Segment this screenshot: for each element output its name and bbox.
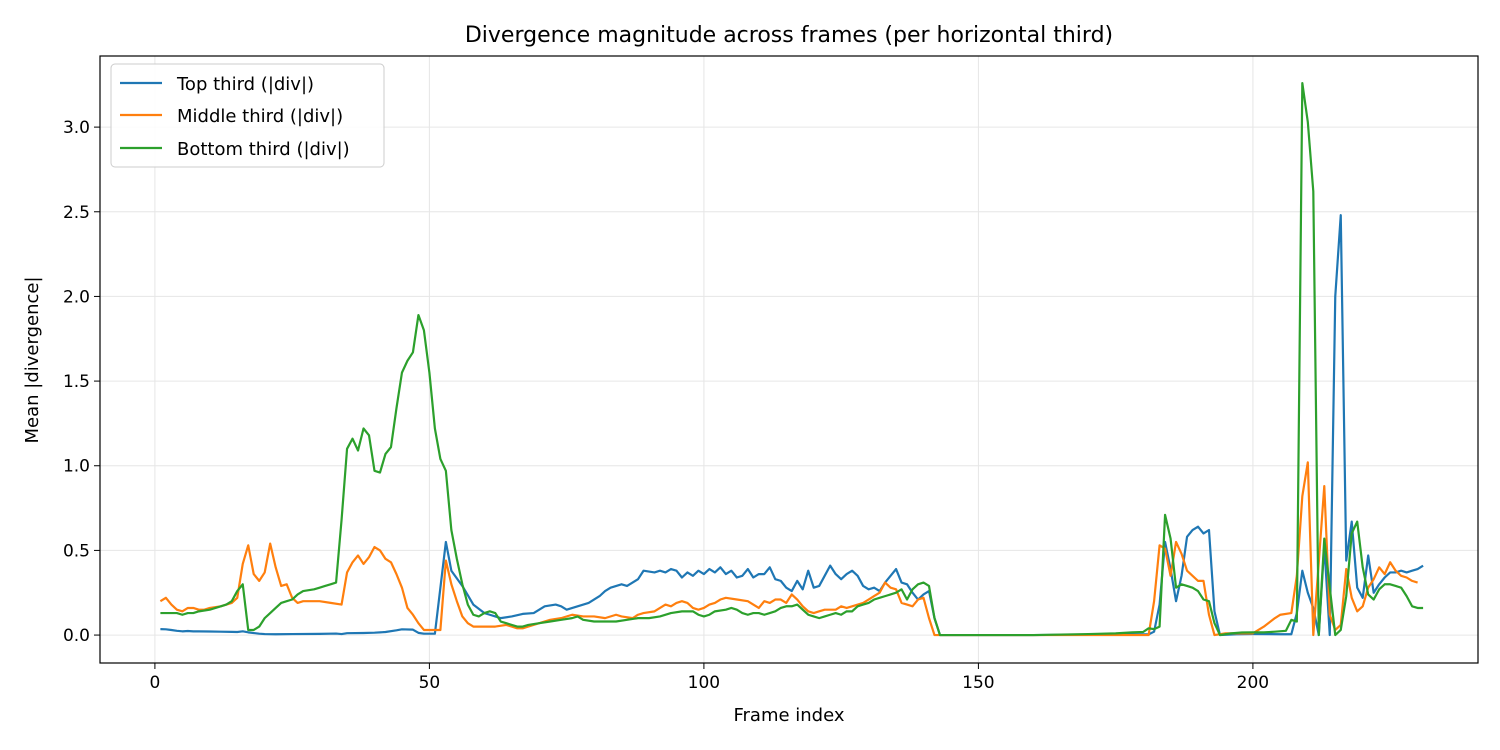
legend-label-top: Top third (|div|): [176, 74, 314, 95]
x-tick-label: 100: [688, 673, 720, 693]
series-lines: [159, 81, 1424, 637]
y-tick-label: 3.0: [63, 118, 90, 138]
y-tick-label: 1.5: [63, 372, 90, 392]
y-axis-label: Mean |divergence|: [22, 276, 43, 443]
y-tick-label: 2.0: [63, 287, 90, 307]
y-axis-ticks: 0.0 0.5 1.0 1.5 2.0 2.5 3.0: [63, 118, 100, 646]
series-line-top-third: [160, 214, 1424, 637]
series-line-bottom-third: [160, 81, 1424, 637]
grid-lines: [100, 56, 1478, 663]
chart-title: Divergence magnitude across frames (per …: [465, 23, 1113, 48]
plot-area-frame: [99, 55, 1479, 664]
x-tick-label: 50: [419, 673, 441, 693]
x-tick-label: 150: [962, 673, 994, 693]
y-tick-label: 0.0: [63, 626, 90, 646]
x-axis-label: Frame index: [733, 705, 844, 726]
legend: Top third (|div|) Middle third (|div|) B…: [110, 63, 385, 168]
x-tick-label: 0: [149, 673, 160, 693]
x-tick-label: 200: [1237, 673, 1269, 693]
x-axis-ticks: 0 50 100 150 200: [149, 663, 1269, 693]
legend-box: [110, 63, 385, 168]
y-tick-label: 2.5: [63, 203, 90, 223]
legend-label-bottom: Bottom third (|div|): [177, 139, 350, 160]
legend-label-middle: Middle third (|div|): [177, 106, 343, 127]
y-tick-label: 0.5: [63, 541, 90, 561]
y-tick-label: 1.0: [63, 457, 90, 477]
